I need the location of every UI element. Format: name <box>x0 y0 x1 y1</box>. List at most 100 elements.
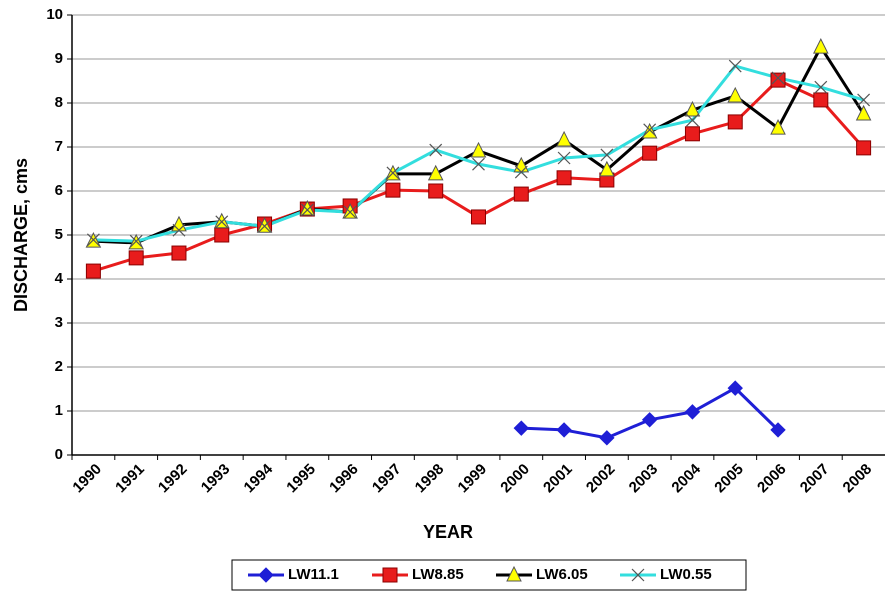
x-tick-label: 2001 <box>540 461 576 497</box>
y-tick-label: 8 <box>55 94 63 111</box>
marker <box>385 182 401 198</box>
marker <box>641 122 658 139</box>
marker <box>429 143 443 157</box>
marker <box>343 205 357 219</box>
marker <box>686 113 699 127</box>
marker <box>85 263 101 279</box>
marker <box>557 151 571 165</box>
marker <box>386 166 400 180</box>
x-tick-label: 1990 <box>69 461 105 497</box>
y-tick-label: 6 <box>55 182 63 199</box>
marker <box>857 93 871 107</box>
legend-entry: LW11.1 <box>248 566 339 583</box>
marker <box>471 209 486 225</box>
y-tick-label: 5 <box>55 226 63 243</box>
marker <box>684 404 701 420</box>
marker <box>599 430 615 446</box>
marker <box>855 104 872 121</box>
marker <box>513 420 529 436</box>
marker <box>299 199 316 216</box>
legend-label: LW0.55 <box>660 566 712 583</box>
marker <box>129 234 143 248</box>
marker <box>599 160 615 177</box>
x-tick-label: 2008 <box>840 461 876 497</box>
marker <box>256 217 273 233</box>
marker <box>813 92 829 108</box>
x-tick-label: 1993 <box>198 461 234 497</box>
x-tick-label: 2003 <box>626 461 662 497</box>
marker <box>514 165 528 179</box>
x-tick-label: 1998 <box>412 461 448 497</box>
marker <box>300 203 314 217</box>
marker <box>556 130 572 147</box>
marker <box>771 71 785 85</box>
x-tick-label: 2006 <box>754 461 790 497</box>
marker <box>643 123 657 137</box>
marker <box>472 157 485 171</box>
marker <box>513 186 529 202</box>
marker <box>214 227 230 243</box>
y-tick-label: 7 <box>55 138 63 155</box>
legend-marker <box>382 567 398 583</box>
marker <box>213 212 230 229</box>
marker <box>684 100 701 117</box>
marker <box>556 170 572 186</box>
y-tick-label: 10 <box>46 6 63 23</box>
y-tick-label: 1 <box>55 402 63 419</box>
marker <box>128 250 144 266</box>
x-tick-label: 1997 <box>369 461 405 497</box>
x-tick-label: 1992 <box>155 461 191 497</box>
x-axis-label: YEAR <box>423 522 473 542</box>
marker <box>727 380 743 396</box>
legend-label: LW11.1 <box>288 566 339 583</box>
x-tick-label: 1999 <box>455 461 491 497</box>
x-tick-label: 2004 <box>668 460 704 496</box>
marker <box>728 59 742 73</box>
marker <box>428 183 444 199</box>
legend-entry: LW6.05 <box>496 565 588 583</box>
marker <box>727 86 744 103</box>
marker <box>727 114 743 130</box>
x-tick-label: 2002 <box>583 461 619 497</box>
y-tick-label: 2 <box>55 358 63 375</box>
legend-label: LW6.05 <box>536 566 588 583</box>
marker <box>813 38 829 54</box>
y-tick-label: 0 <box>55 446 63 463</box>
marker <box>171 245 187 261</box>
marker <box>814 80 828 94</box>
y-tick-label: 4 <box>55 270 64 287</box>
marker <box>470 141 487 158</box>
legend-marker <box>258 567 274 583</box>
series-line <box>92 78 865 273</box>
legend-entry: LW8.85 <box>372 566 464 583</box>
x-tick-label: 1995 <box>283 461 319 497</box>
marker <box>770 422 786 438</box>
x-tick-label: 1994 <box>241 460 277 496</box>
marker <box>342 203 358 219</box>
marker <box>684 126 700 142</box>
marker <box>600 148 614 162</box>
marker <box>258 219 271 233</box>
y-tick-label: 9 <box>55 50 63 67</box>
y-tick-label: 3 <box>55 314 63 331</box>
legend-box <box>231 559 747 591</box>
legend-marker <box>631 568 645 582</box>
legend-label: LW8.85 <box>412 566 464 583</box>
marker <box>215 215 229 229</box>
legend-entry: LW0.55 <box>620 566 712 583</box>
marker <box>770 118 786 135</box>
x-tick-label: 1991 <box>112 461 148 497</box>
marker <box>641 412 658 428</box>
marker <box>172 223 186 237</box>
marker <box>556 422 572 438</box>
marker <box>856 140 872 156</box>
x-tick-label: 2007 <box>797 461 833 497</box>
x-tick-label: 1996 <box>326 461 362 497</box>
legend-marker <box>506 565 522 582</box>
marker <box>770 72 786 88</box>
marker <box>427 164 444 181</box>
x-tick-label: 2005 <box>711 461 747 497</box>
marker <box>642 145 658 161</box>
y-axis-label: DISCHARGE, cms <box>11 158 31 312</box>
